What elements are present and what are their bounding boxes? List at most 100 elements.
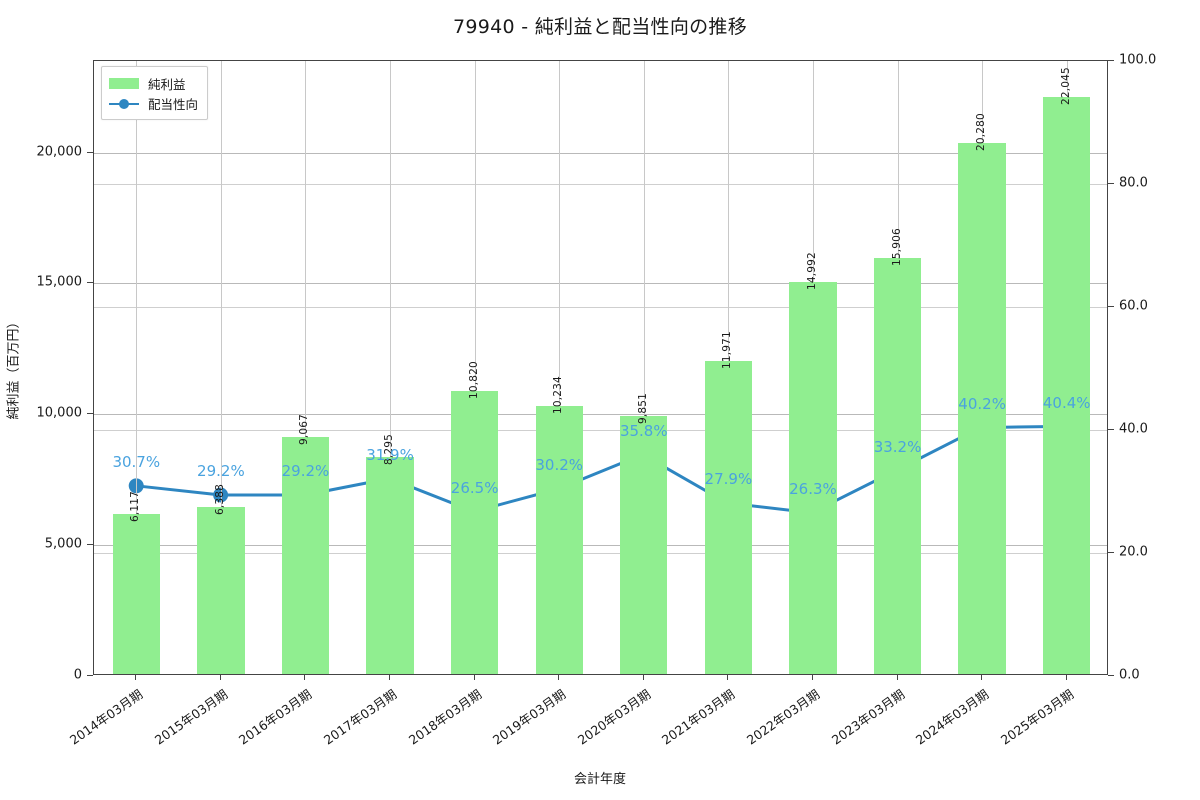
plot-area: 6,117 6,388 9,067 8,295 10,820 10,234 9,851 11,…	[93, 60, 1108, 675]
bar-value-label: 22,045	[1059, 67, 1072, 106]
y-gridline	[94, 545, 1107, 547]
y2-axis-tick-label: 80.0	[1119, 175, 1148, 191]
x-axis-tick-mark	[135, 675, 137, 680]
y2-axis-tick-mark	[1108, 183, 1114, 184]
x-gridline	[390, 61, 392, 674]
bar-net-income[interactable]	[197, 506, 245, 674]
y2-gridline	[94, 307, 1107, 308]
x-axis-label: 会計年度	[573, 772, 626, 787]
bar-value-label: 11,971	[721, 330, 734, 369]
x-axis-tick-mark	[642, 675, 644, 680]
y-axis-tick-label: 15,000	[36, 274, 83, 290]
x-axis-tick-label: 2021年03月期	[659, 686, 738, 748]
bar-net-income[interactable]	[535, 406, 583, 674]
x-gridline	[643, 61, 645, 674]
payout-ratio-line	[136, 424, 1065, 515]
y-gridline	[94, 152, 1107, 154]
x-axis-tick-mark	[304, 675, 306, 680]
payout-ratio-value-label: 27.9%	[704, 470, 753, 489]
y2-axis-tick-mark	[1108, 429, 1114, 430]
x-axis-tick-mark	[219, 675, 221, 680]
x-axis-tick-label: 2019年03月期	[490, 686, 569, 748]
payout-ratio-marker[interactable]	[128, 478, 144, 494]
bar-value-label: 10,234	[552, 376, 565, 415]
y-axis-tick-label: 0	[73, 667, 82, 683]
x-axis-tick-label: 2017年03月期	[320, 686, 400, 748]
x-axis-tick-label: 2022年03月期	[743, 686, 823, 748]
y2-axis-tick-label: 100.0	[1119, 52, 1157, 68]
y2-axis-tick-mark	[1108, 306, 1114, 307]
legend-item-payout-ratio[interactable]: 配当性向	[109, 93, 198, 113]
payout-ratio-value-label: 33.2%	[873, 437, 922, 456]
bar-net-income[interactable]	[704, 360, 753, 674]
x-axis-tick-mark	[558, 675, 560, 680]
payout-ratio-value-label: 29.2%	[197, 462, 245, 481]
bar-net-income[interactable]	[281, 436, 330, 674]
payout-ratio-value-label: 35.8%	[619, 421, 668, 440]
payout-ratio-value-label: 40.4%	[1042, 393, 1091, 412]
legend-line-marker-icon	[109, 98, 139, 109]
bar-value-label: 20,280	[975, 113, 988, 152]
y2-axis-tick-mark	[1108, 552, 1114, 553]
x-axis-tick-label: 2015年03月期	[151, 686, 231, 748]
payout-ratio-value-label: 30.2%	[535, 456, 584, 475]
legend-swatch-icon	[109, 77, 139, 89]
y-axis-tick-label: 20,000	[36, 144, 83, 160]
bar-net-income[interactable]	[1043, 97, 1091, 674]
legend-item-net-income[interactable]: 純利益	[109, 73, 198, 93]
bar-value-label: 6,117	[129, 490, 142, 522]
x-gridline	[474, 61, 476, 674]
y2-gridline	[94, 430, 1107, 431]
x-gridline	[305, 61, 307, 674]
x-axis-tick-mark	[473, 675, 475, 680]
y2-axis-tick-mark	[1108, 675, 1114, 676]
y2-axis-tick-label: 40.0	[1119, 421, 1148, 437]
x-axis-tick-mark	[727, 675, 729, 680]
payout-ratio-value-label: 26.3%	[789, 480, 837, 499]
payout-ratio-value-label: 40.2%	[958, 394, 1006, 413]
bar-net-income[interactable]	[620, 416, 668, 674]
y-axis-tick-mark	[87, 413, 93, 415]
y-gridline	[94, 283, 1107, 285]
bar-net-income[interactable]	[366, 456, 414, 674]
x-axis-tick-label: 2018年03月期	[405, 686, 484, 748]
bar-net-income[interactable]	[873, 257, 922, 674]
bar-net-income[interactable]	[112, 513, 160, 674]
y-axis-tick-mark	[87, 151, 93, 153]
y-axis-tick-mark	[87, 675, 93, 676]
legend-label-payout-ratio: 配当性向	[148, 96, 199, 112]
payout-ratio-value-label: 26.5%	[450, 479, 499, 498]
x-gridline	[559, 61, 561, 674]
y-axis-tick-label: 5,000	[44, 536, 82, 552]
x-axis-tick-label: 2016年03月期	[236, 686, 315, 748]
y-axis-tick-mark	[87, 282, 93, 284]
payout-ratio-marker[interactable]	[213, 487, 229, 503]
y-gridline	[94, 414, 1107, 416]
bar-value-label: 10,820	[467, 360, 480, 399]
y-axis-tick-label: 10,000	[36, 405, 83, 421]
payout-ratio-value-label: 31.9%	[366, 445, 414, 464]
x-axis-tick-label: 2014年03月期	[67, 686, 146, 748]
bar-value-label: 9,851	[636, 393, 649, 425]
y2-axis-tick-label: 60.0	[1119, 298, 1148, 314]
y2-axis-tick-label: 20.0	[1119, 544, 1148, 560]
chart-legend: 純利益 配当性向	[101, 66, 209, 120]
bar-net-income[interactable]	[450, 390, 499, 674]
x-axis-tick-label: 2020年03月期	[574, 686, 654, 748]
bar-value-label: 15,906	[890, 227, 903, 266]
y-axis-left-label: 純利益（百万円）	[6, 315, 22, 420]
bar-value-label: 14,992	[805, 251, 818, 290]
y2-gridline	[94, 553, 1107, 554]
x-axis-tick-label: 2025年03月期	[997, 686, 1077, 748]
bar-value-label: 6,388	[213, 483, 226, 515]
chart-title: 79940 - 純利益と配当性向の推移	[452, 16, 748, 38]
y2-gridline	[94, 184, 1107, 185]
bar-net-income[interactable]	[789, 281, 837, 674]
x-gridline	[220, 61, 222, 674]
legend-label-net-income: 純利益	[148, 76, 186, 92]
bar-net-income[interactable]	[958, 143, 1006, 674]
y2-axis-tick-mark	[1108, 60, 1114, 61]
payout-ratio-value-label: 29.2%	[281, 462, 330, 481]
x-axis-tick-mark	[896, 675, 898, 680]
